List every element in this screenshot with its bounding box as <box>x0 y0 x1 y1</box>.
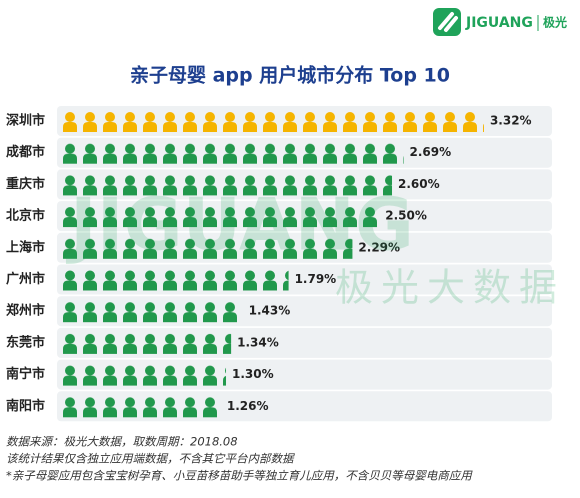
category-label: 北京市 <box>6 208 45 224</box>
category-label: 东莞市 <box>6 334 45 350</box>
value-label: 2.50% <box>385 209 427 223</box>
value-label: 2.69% <box>410 145 452 159</box>
bar-row <box>57 169 552 200</box>
logo-cn: 极光 <box>543 15 567 30</box>
value-label: 3.32% <box>490 114 532 128</box>
value-label: 1.79% <box>295 272 337 286</box>
footnote: *亲子母婴应用包含宝宝树孕育、小豆苗移苗助手等独立育儿应用，不含贝贝等母婴电商应… <box>6 469 473 483</box>
footnote: 数据来源：极光大数据，取数周期：2018.08 <box>6 435 238 449</box>
bar <box>60 361 227 388</box>
watermark-en: JIGUANG <box>65 183 414 267</box>
bar <box>60 139 404 166</box>
bar <box>60 234 353 261</box>
watermark-cn: 极光大数据 <box>335 266 565 310</box>
value-label: 1.43% <box>249 304 291 318</box>
bar-row <box>57 359 552 390</box>
bar <box>60 171 393 198</box>
bar <box>60 266 289 293</box>
category-label: 上海市 <box>6 239 45 255</box>
footnote: 该统计结果仅含独立应用端数据，不含其它平台内部数据 <box>6 452 295 466</box>
bar <box>60 393 221 420</box>
bar-row <box>57 106 552 136</box>
bar-row <box>57 296 552 327</box>
value-label: 2.60% <box>398 177 440 191</box>
category-label: 郑州市 <box>6 303 45 319</box>
bar-row <box>57 264 552 295</box>
logo-name: JIGUANG <box>465 15 533 31</box>
bar <box>60 329 232 356</box>
bar-row <box>57 137 552 168</box>
value-label: 1.30% <box>232 367 274 381</box>
value-label: 1.34% <box>237 335 279 349</box>
bar-row <box>57 391 552 422</box>
chart-title: 亲子母婴 app 用户城市分布 Top 10 <box>130 64 450 87</box>
value-label: 1.26% <box>227 399 269 413</box>
category-label: 南宁市 <box>6 366 45 382</box>
value-label: 2.29% <box>358 240 400 254</box>
bar-row <box>57 327 552 358</box>
bar-row <box>57 201 552 232</box>
category-label: 南阳市 <box>6 398 45 414</box>
bar <box>60 203 380 230</box>
bar-row <box>57 232 552 263</box>
category-label: 广州市 <box>6 271 45 287</box>
logo: JIGUANG 极光 <box>433 8 567 36</box>
bar <box>60 298 243 325</box>
bar <box>60 108 484 134</box>
category-label: 深圳市 <box>6 113 45 129</box>
category-label: 成都市 <box>6 144 45 160</box>
category-label: 重庆市 <box>6 176 45 192</box>
